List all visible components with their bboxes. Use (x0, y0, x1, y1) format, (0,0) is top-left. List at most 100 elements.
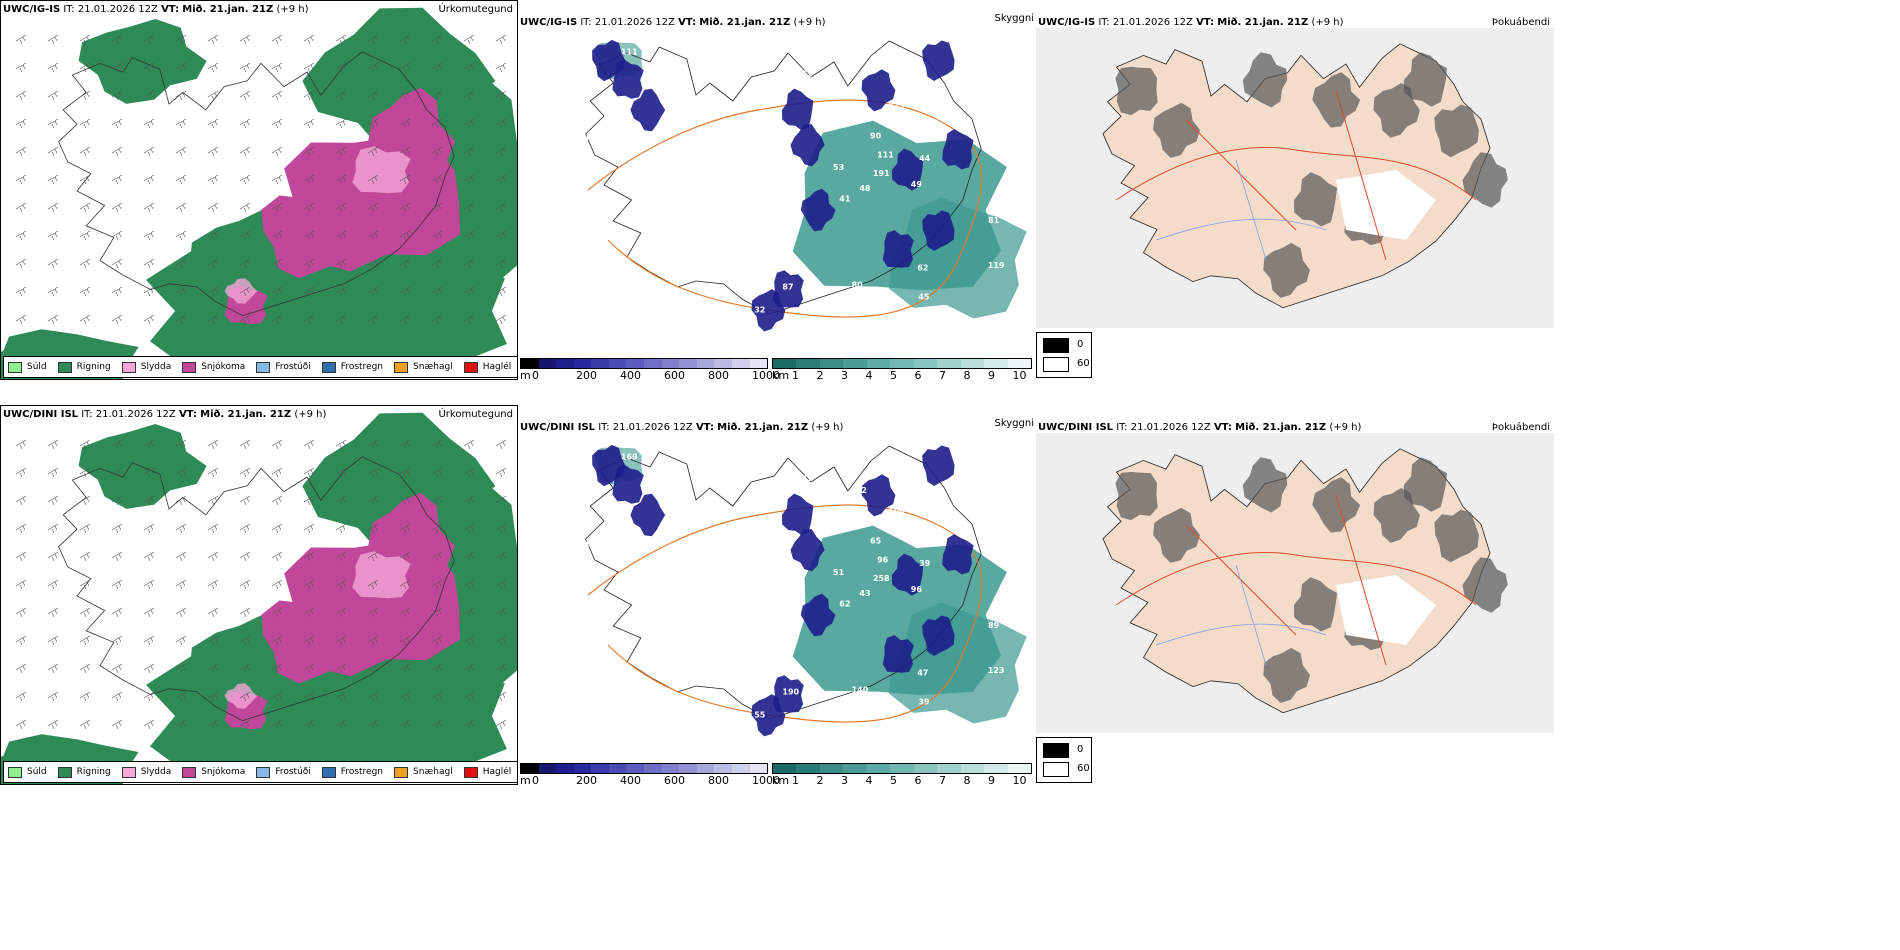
fog-high-area (1263, 242, 1310, 298)
wind-barb (335, 174, 347, 185)
sleet-area (224, 683, 258, 709)
wind-barb (47, 118, 59, 129)
elevation-area (922, 210, 955, 251)
wind-barb (367, 467, 379, 478)
visibility-value-label: 137 (700, 571, 717, 580)
wind-barb (15, 579, 27, 590)
model-name: UWC/DINI ISL (3, 409, 79, 420)
colorbar-cell (913, 764, 938, 773)
wind-barb (111, 607, 123, 618)
legend-item: Snæhagl (394, 361, 453, 373)
visibility-value-label: 47 (917, 669, 928, 678)
colorbar-cell (626, 359, 645, 368)
wind-barb (495, 62, 507, 73)
legend-label: Snjókoma (201, 362, 246, 372)
legend-label: Frostúði (275, 767, 311, 777)
wind-barb (175, 62, 187, 73)
wind-barb (463, 230, 475, 241)
colorbar-tick: 0 (532, 774, 539, 786)
wind-barb (111, 174, 123, 185)
wind-barb (175, 579, 187, 590)
wind-barb (463, 62, 475, 73)
visibility-value-label: 80 (852, 280, 864, 289)
wind-barb (399, 202, 411, 213)
wind-barb (335, 34, 347, 45)
visibility-value-label: 100 (888, 506, 905, 515)
legend-swatch (182, 766, 197, 778)
wind-barb (399, 439, 411, 450)
wind-barb (431, 146, 443, 157)
colorbar-cell (556, 764, 574, 773)
wind-barb (79, 202, 91, 213)
valid-time: Mið. 21.jan. 21Z (1217, 17, 1309, 28)
wind-barb (143, 607, 155, 618)
sleet-area (352, 146, 411, 194)
wind-barb (143, 691, 155, 702)
it-label: IT: (1098, 17, 1110, 28)
fog-high-area (1373, 488, 1420, 543)
wind-barb (303, 174, 315, 185)
wind-barb (79, 258, 91, 269)
visibility-value-label: 38 (659, 591, 671, 600)
lead-time: (+9 h) (1311, 17, 1344, 28)
fog-index-panel: UWC/IG-IS IT: 21.01.2026 12Z VT: Mið. 21… (1036, 0, 1554, 380)
wind-barb (47, 467, 59, 478)
elevation-area (942, 534, 974, 575)
wind-barb (79, 439, 91, 450)
wind-barb (335, 62, 347, 73)
elevation-area (891, 553, 924, 596)
legend-item: Haglél (463, 766, 511, 778)
visibility-value-label: 37 (912, 126, 923, 135)
colorbar-cell (661, 764, 680, 773)
wind-barb (495, 174, 507, 185)
visibility-value-label: 56 (705, 641, 717, 650)
colorbar-tick: 9 (988, 774, 995, 786)
wind-barb (175, 719, 187, 730)
visibility-value-label: 39 (748, 533, 760, 542)
fog-legend-label: 0 (1077, 339, 1084, 350)
wind-barb (239, 146, 251, 157)
wind-barb (431, 495, 443, 506)
fog-high-area (1312, 477, 1361, 533)
colorbar-cell (644, 764, 662, 773)
lead-time: (+9 h) (793, 17, 826, 28)
visibility-value-label: 46 (827, 452, 839, 461)
legend-item: Rigning (57, 361, 111, 373)
wind-barb (15, 34, 27, 45)
wind-barb (367, 663, 379, 674)
colorbar-tick: 0 (532, 369, 539, 381)
wind-barb (207, 62, 219, 73)
colorbar-tick: 200 (576, 774, 597, 786)
wind-barb (79, 523, 91, 534)
wind-barb (367, 691, 379, 702)
wind-barb (143, 258, 155, 269)
wind-barb (271, 174, 283, 185)
wind-barb (495, 118, 507, 129)
wind-barb (335, 551, 347, 562)
wind-barb (271, 579, 283, 590)
init-time: 21.01.2026 12Z (1130, 422, 1211, 433)
visibility-value-label: 43 (726, 541, 737, 550)
elevation-area (922, 40, 955, 81)
fog-high-area (1115, 471, 1158, 521)
wind-barb (47, 174, 59, 185)
colorbar-cell (843, 764, 867, 773)
wind-barb (175, 439, 187, 450)
visibility-value-label: 40 (659, 564, 671, 573)
colorbar-cell (890, 764, 914, 773)
wind-barb (431, 691, 443, 702)
visibility-value-label: 109 (701, 590, 718, 599)
wind-barb (463, 90, 475, 101)
wind-barb (335, 439, 347, 450)
wind-barb (207, 523, 219, 534)
init-time: 21.01.2026 12Z (612, 422, 693, 433)
legend-label: Snæhagl (413, 362, 453, 372)
colorbar-tick: 400 (620, 774, 641, 786)
wind-barb (207, 551, 219, 562)
wind-barb (111, 635, 123, 646)
wind-barb (303, 551, 315, 562)
wind-barb (463, 34, 475, 45)
visibility-map: 53 48 61 62 52 90 51 66 81 10 59 80 124 111 310 297 119 9… (578, 33, 1027, 332)
colorbar-tick: 10 (1012, 774, 1027, 786)
wind-barb (79, 230, 91, 241)
